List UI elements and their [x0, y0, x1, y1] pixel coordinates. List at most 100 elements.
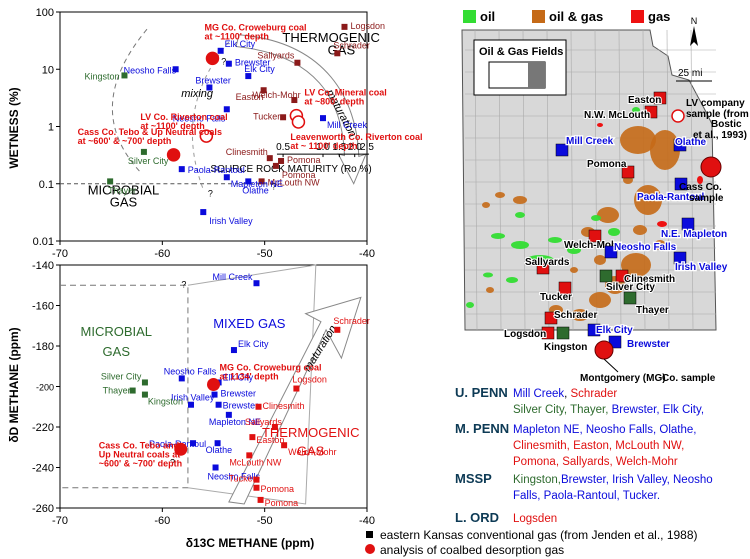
x-tick-label: -50 — [257, 248, 273, 260]
map-field-label: N.W. McLouth — [584, 110, 650, 121]
question-mark: ? — [170, 457, 175, 467]
data-point — [294, 59, 301, 66]
data-point-label: Kingston — [84, 71, 119, 81]
oil-field — [548, 237, 562, 243]
y-tick-label: 0.01 — [33, 236, 54, 248]
map-legend-swatch — [532, 10, 545, 23]
question-mark: ? — [181, 279, 186, 289]
label-line: Cass Co. Tebo and — [99, 440, 179, 450]
region-label: GAS — [110, 195, 138, 210]
x-tick-label: -70 — [52, 248, 68, 260]
age-fields-line: Pomona, Sallyards, Welch-Mohr — [513, 456, 678, 468]
sampled-field-marker — [588, 229, 602, 243]
maturity-tick-label: 1.0 — [316, 142, 330, 153]
data-point — [334, 326, 341, 333]
age-field-name: Falls, Paola-Rantoul, Tucker. — [513, 490, 660, 502]
coal-sample — [291, 115, 306, 129]
data-point — [214, 440, 221, 447]
map-field-label: Mill Creek — [566, 136, 614, 147]
data-point-label: Easton — [256, 435, 284, 445]
data-point-label: Elk City — [244, 64, 275, 74]
data-point — [253, 476, 260, 483]
label-line: Cass Co. Tebo & Up Neutral coals — [78, 127, 222, 137]
lv-note: Bostic — [711, 119, 742, 130]
map-field-label: Brewster — [627, 339, 670, 350]
y-tick-label: -180 — [32, 341, 54, 353]
oil-gas-field — [482, 202, 490, 208]
sampled-field-marker — [644, 105, 658, 119]
coal-sample-label: MG Co. Croweburg coal at ~1100' depth — [204, 22, 306, 41]
data-point-label: Olathe — [206, 445, 233, 455]
data-point — [187, 401, 194, 408]
y-tick-label: -260 — [32, 503, 54, 515]
label-line: at ~800' depth — [304, 97, 364, 107]
y-tick-label: -240 — [32, 463, 54, 475]
map-field-label: Tucker — [540, 292, 572, 303]
data-point-label: Paola-Rantoul — [188, 165, 245, 175]
microbial-box — [60, 284, 189, 489]
data-point-label: Sallyards — [245, 417, 283, 427]
map-field-label: Logsdon — [504, 329, 546, 340]
data-point — [293, 385, 300, 392]
oil-gas-field — [594, 255, 606, 265]
data-point-label: Welch-Mohr — [288, 447, 336, 457]
coal-sample-label: Leavenworth Co. Riverton coal at ~ 1100' … — [290, 132, 422, 151]
map-state — [461, 29, 717, 331]
county-line — [690, 29, 694, 331]
oil-gas-field — [620, 126, 656, 154]
coal-sample-label: LV Co. Riverton coal at ~1100' depth — [140, 112, 227, 131]
data-point — [255, 403, 262, 410]
oil-field — [608, 228, 620, 236]
label-line: at ~1100' depth — [140, 121, 204, 131]
oil-field — [466, 302, 474, 308]
county-line — [594, 29, 598, 331]
age-field-name: Silver City, Thayer, — [513, 404, 612, 416]
data-point-label: Elk City — [238, 339, 269, 349]
sampled-field-marker — [623, 291, 637, 305]
legend-square-icon — [366, 531, 373, 538]
age-label: U. PENN — [455, 385, 508, 400]
label-line: Up Neutral coals at — [99, 449, 181, 459]
data-point — [278, 157, 285, 164]
age-field-name: Mill Creek — [513, 388, 564, 400]
data-point — [258, 178, 265, 185]
y-tick-label: 100 — [36, 7, 54, 19]
map-legend-swatch — [631, 10, 644, 23]
data-point-label: Neosho Falls — [173, 113, 226, 123]
data-point-label: Neosho Falls — [208, 472, 261, 482]
data-point-label: Elk City — [225, 39, 256, 49]
data-point — [129, 387, 136, 394]
data-point-label: Pomona — [287, 155, 321, 165]
region-label: GAS — [103, 344, 131, 359]
oil-field — [632, 107, 640, 113]
data-point-label: Irish Valley — [209, 216, 253, 226]
oil-gas-field — [495, 192, 505, 198]
label-line: MG Co. Croweburg coal — [204, 22, 306, 32]
data-point — [141, 379, 148, 386]
data-point — [211, 391, 218, 398]
map-field-label: Easton — [628, 95, 661, 106]
map-field-label: Montgomery (MG) — [580, 373, 666, 384]
oil-field — [491, 233, 505, 239]
data-point — [223, 106, 230, 113]
county-line — [570, 29, 574, 331]
data-point-label: Brewster — [221, 389, 257, 399]
oil-gas-field — [571, 309, 589, 321]
label-line: MG Co. Croweburg coal — [220, 362, 322, 372]
sampled-field-marker — [681, 217, 695, 231]
age-fields-line: Kingston,Brewster, Irish Valley, Neosho — [513, 474, 713, 486]
data-point — [271, 424, 278, 430]
bottom-x-axis-label-text: δ13C METHANE (ppm) — [186, 536, 315, 550]
maturity-tick-label: 1.5 — [332, 142, 346, 153]
label-line: at 1134' depth — [220, 371, 279, 381]
coal-sample — [207, 377, 220, 391]
data-point-label: Brewster — [223, 401, 259, 411]
data-point — [319, 115, 326, 122]
data-point-label: McLouth NW — [268, 177, 321, 187]
data-point-label: Thayer — [108, 185, 136, 195]
inset-title: Oil & Gas Fields — [479, 46, 563, 58]
data-point-label: Mill Creek — [327, 120, 368, 130]
oil-gas-field — [597, 207, 619, 223]
